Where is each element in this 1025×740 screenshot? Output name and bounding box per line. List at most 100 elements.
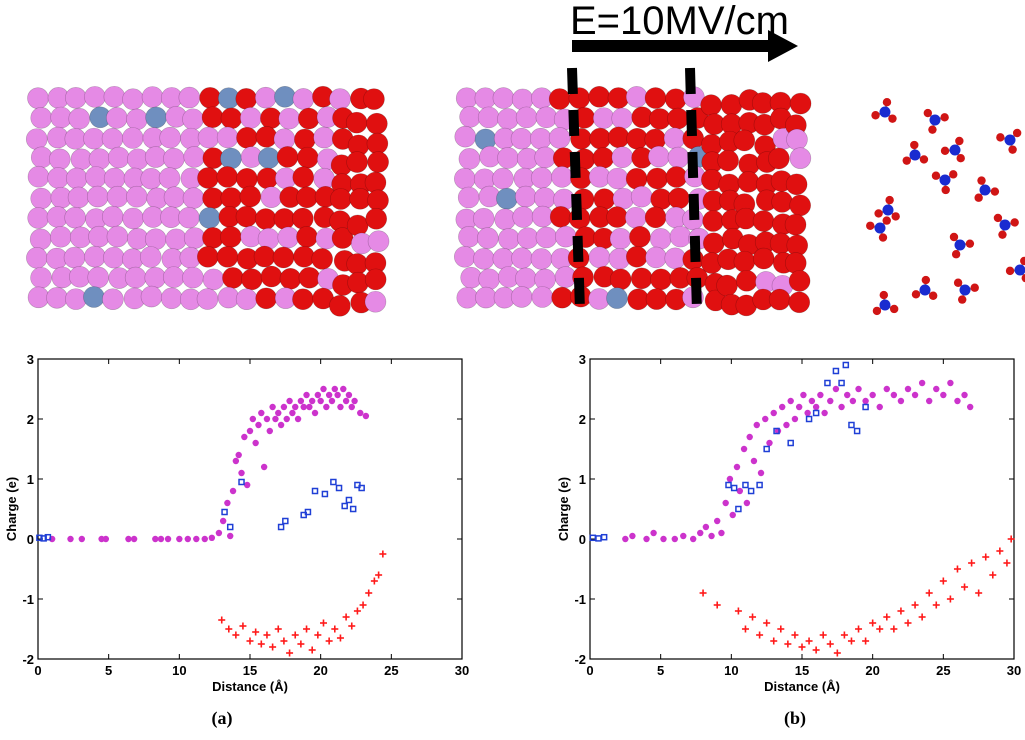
data-point	[249, 415, 257, 423]
atom	[717, 149, 739, 172]
data-point	[777, 625, 785, 633]
atom	[367, 151, 389, 173]
data-point	[227, 532, 234, 540]
atom	[551, 166, 573, 188]
atom	[667, 107, 689, 130]
data-point	[702, 523, 710, 531]
field-arrow-icon	[572, 30, 798, 62]
data-point	[660, 535, 667, 543]
x-tick-label: 15	[795, 663, 809, 678]
data-point	[733, 463, 741, 471]
atom	[106, 225, 129, 248]
data-point	[763, 445, 770, 453]
x-tick-labels: 0 5 10 15 20 25 30	[34, 663, 469, 678]
data-point	[260, 463, 268, 471]
molecule	[874, 195, 900, 221]
atomic-slab-b-illustration	[454, 85, 812, 317]
data-point	[812, 409, 820, 417]
y-tick-label: 3	[27, 352, 34, 367]
plot-frame	[37, 358, 463, 660]
atom	[50, 225, 72, 248]
data-point	[725, 481, 732, 489]
atom	[103, 246, 125, 269]
data-point	[697, 529, 704, 537]
atom	[786, 128, 808, 151]
atom	[458, 148, 481, 170]
atom	[126, 108, 148, 131]
field-label: E=10MV/cm	[570, 0, 789, 43]
atom	[277, 226, 300, 249]
atom	[534, 146, 556, 169]
molecule	[872, 290, 899, 316]
atom	[162, 266, 185, 288]
data-point	[258, 409, 265, 417]
data-point	[918, 613, 926, 621]
data-point	[911, 391, 919, 399]
atom	[84, 86, 106, 108]
data-point	[292, 403, 299, 411]
atom	[752, 247, 775, 270]
atom	[606, 287, 628, 309]
data-point	[275, 409, 282, 417]
atom	[329, 294, 351, 317]
atom	[260, 186, 283, 209]
data-point	[221, 508, 228, 516]
atom	[64, 127, 87, 150]
data-point	[708, 532, 715, 540]
atom	[29, 228, 52, 251]
atom	[88, 148, 111, 170]
data-point	[756, 631, 764, 639]
atom	[27, 286, 50, 309]
data-point	[193, 535, 200, 543]
data-point	[808, 397, 816, 405]
atom	[530, 166, 553, 189]
y-tick-label: 0	[27, 532, 34, 547]
atom	[365, 207, 388, 230]
atom	[183, 146, 206, 168]
data-point	[238, 478, 245, 486]
data-point	[824, 379, 831, 387]
atom	[296, 186, 318, 209]
atom	[144, 146, 167, 168]
atom	[700, 94, 722, 116]
data-point	[272, 415, 279, 423]
data-point	[762, 415, 769, 423]
atom	[531, 286, 554, 308]
data-point	[323, 403, 330, 411]
data-point	[325, 391, 333, 399]
atom	[733, 129, 756, 152]
atom	[492, 247, 515, 270]
atom	[182, 187, 205, 209]
data-point	[862, 397, 869, 405]
atom	[292, 88, 315, 110]
atom	[102, 288, 124, 310]
data-point	[783, 421, 790, 429]
data-point	[862, 637, 870, 645]
data-point	[235, 451, 242, 459]
data-point	[821, 409, 828, 417]
data-point	[961, 583, 969, 591]
data-point	[303, 391, 310, 399]
atom	[455, 87, 478, 110]
atom	[607, 87, 630, 109]
atom	[611, 107, 633, 130]
atom	[511, 247, 533, 269]
atom	[182, 266, 204, 289]
data-point	[345, 496, 353, 504]
atom	[140, 167, 162, 190]
atom	[260, 265, 283, 288]
atom	[220, 147, 242, 170]
data-point	[224, 499, 231, 507]
data-point	[340, 385, 347, 393]
data-point	[862, 403, 869, 411]
atom	[611, 146, 634, 169]
data-point	[740, 445, 748, 453]
data-point	[773, 427, 780, 435]
data-point	[67, 535, 74, 543]
atom	[454, 245, 476, 268]
atom	[646, 167, 668, 190]
data-point	[975, 589, 983, 597]
atom	[548, 127, 571, 149]
data-point	[735, 505, 742, 513]
atom	[202, 187, 224, 210]
